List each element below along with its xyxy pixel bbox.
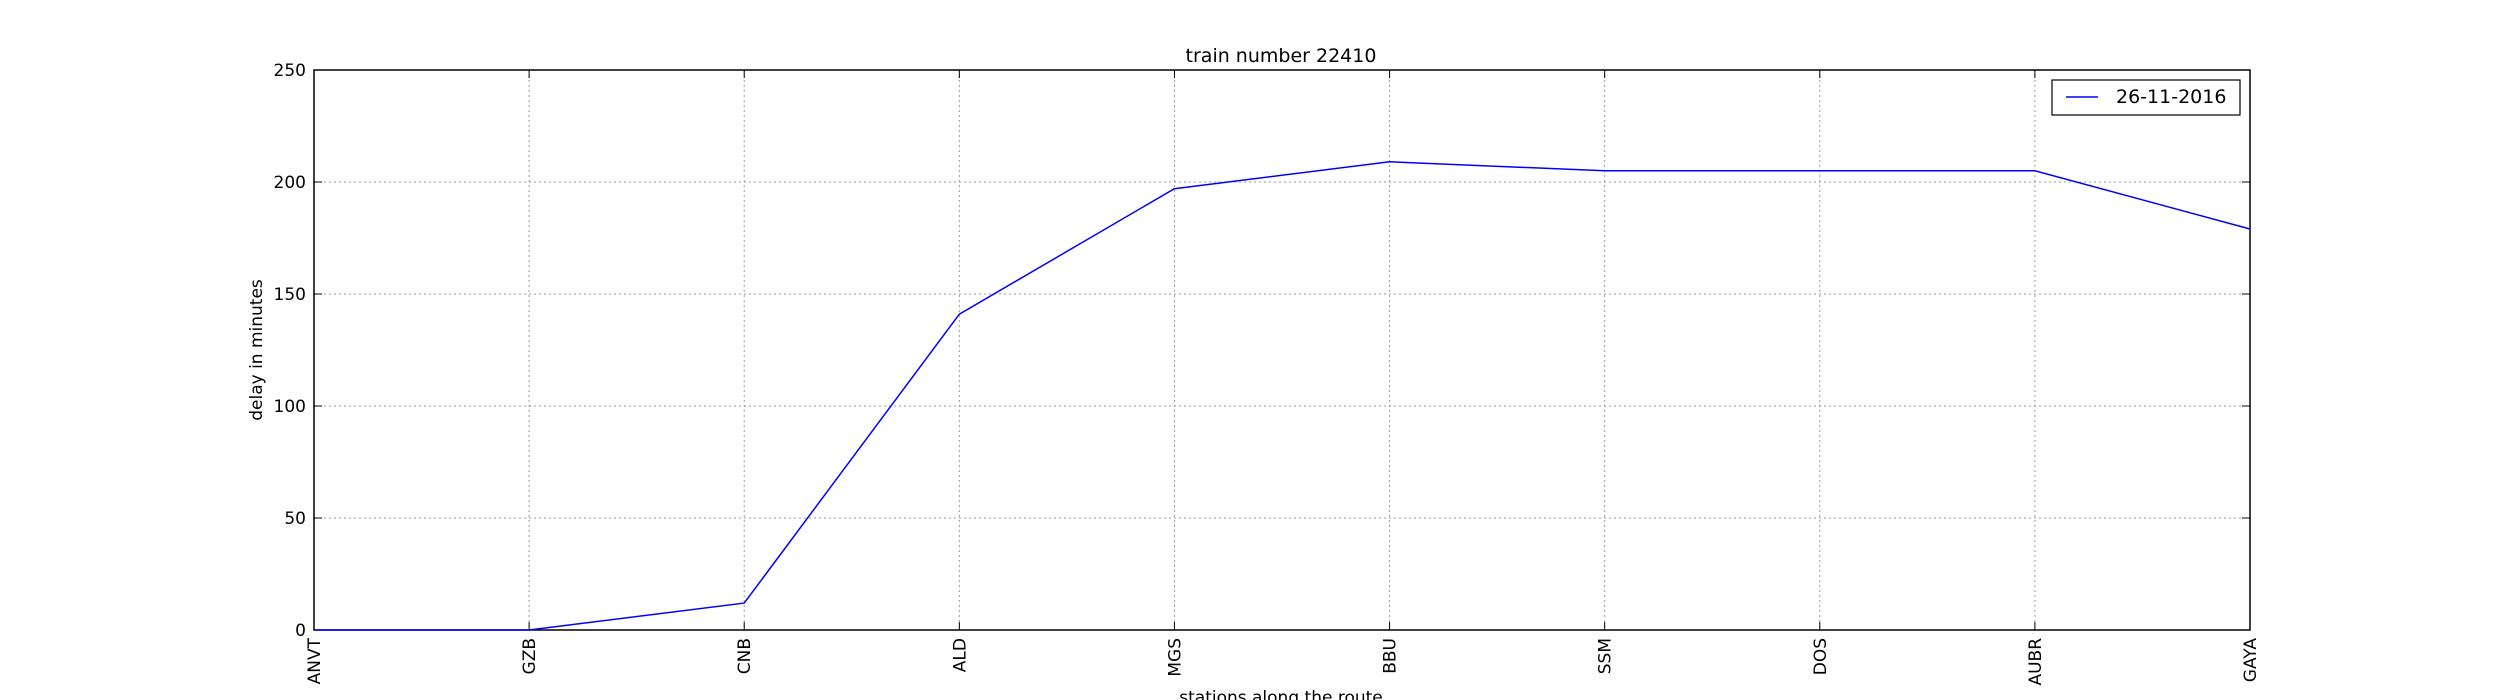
x-tick-label-ald: ALD	[950, 638, 970, 672]
y-axis-label: delay in minutes	[247, 279, 267, 421]
x-tick-label-mgs: MGS	[1165, 638, 1185, 677]
grid-lines	[314, 70, 2250, 630]
x-axis-ticks: ANVT GZB CNB ALD MGS BBU SSM DOS AUBR GAYA	[305, 70, 2261, 686]
x-tick-label-cnb: CNB	[735, 638, 755, 674]
y-tick-label: 150	[274, 285, 306, 305]
x-tick-label-bbu: BBU	[1381, 638, 1401, 674]
chart-title: train number 22410	[1186, 45, 1377, 67]
y-tick-label: 250	[274, 61, 306, 81]
y-tick-label: 0	[295, 621, 306, 641]
y-axis-ticks: 0 50 100 150 200 250	[274, 61, 2250, 641]
y-tick-label: 200	[274, 173, 306, 193]
plot-frame	[313, 69, 2251, 631]
x-tick-label-anvt: ANVT	[305, 637, 325, 684]
series-line-26-11-2016	[314, 161, 2251, 631]
x-tick-label-aubr: AUBR	[2026, 638, 2046, 686]
series-group	[314, 161, 2251, 631]
y-tick-label: 100	[274, 397, 306, 417]
x-tick-label-gzb: GZB	[520, 638, 540, 674]
legend-label-26-11-2016: 26-11-2016	[2116, 86, 2226, 108]
x-tick-label-dos: DOS	[1811, 638, 1831, 675]
x-axis-label: stations along the route	[1179, 688, 1383, 700]
y-tick-label: 50	[284, 509, 306, 529]
x-tick-label-ssm: SSM	[1596, 638, 1616, 674]
legend: 26-11-2016	[2051, 79, 2241, 116]
x-tick-label-gaya: GAYA	[2241, 638, 2261, 683]
